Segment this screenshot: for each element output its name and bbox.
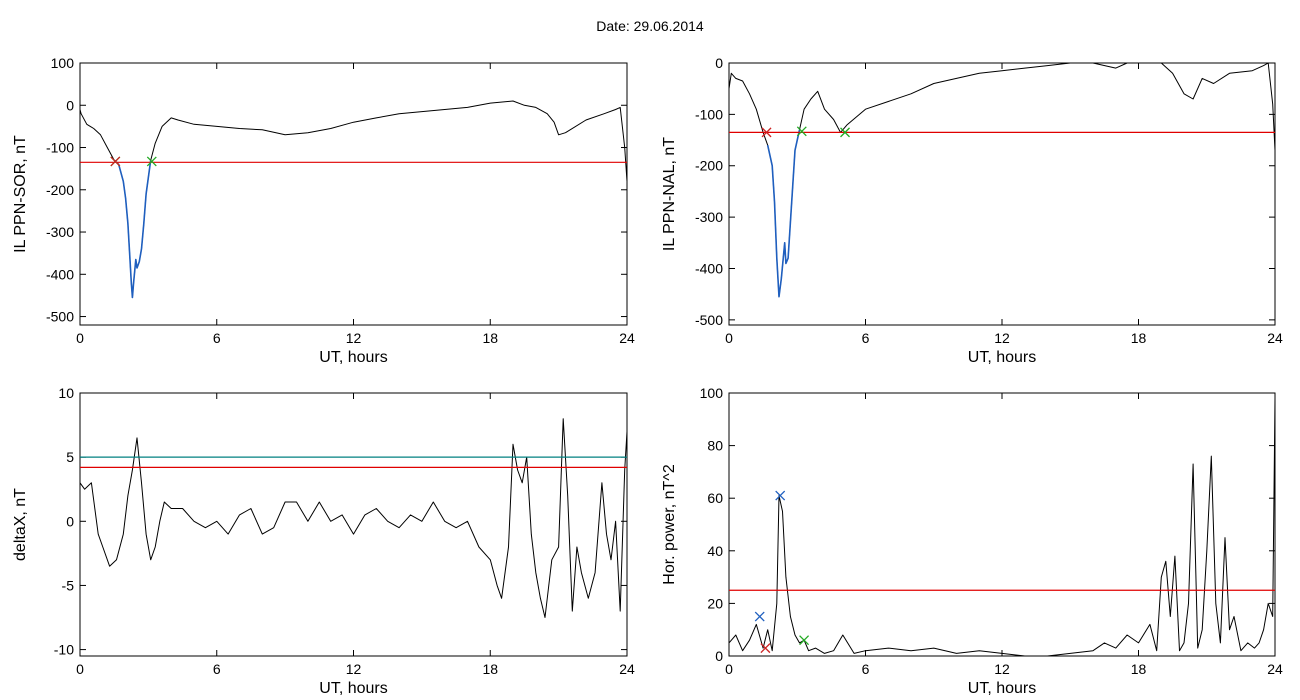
y-tick-label: -10: [54, 642, 74, 658]
x-axis-label: UT, hours: [319, 349, 387, 366]
x-tick-label: 6: [862, 330, 870, 346]
x-tick-label: 6: [213, 661, 221, 677]
x-tick-label: 18: [482, 330, 498, 346]
y-tick-label: -300: [46, 224, 74, 240]
x-tick-label: 18: [482, 661, 498, 677]
y-tick-label: 0: [66, 97, 74, 113]
y-tick-label: -400: [46, 266, 74, 282]
y-tick-label: 0: [715, 55, 723, 71]
trace-series-line: [79, 100, 628, 298]
x-tick-label: 0: [76, 661, 84, 677]
y-tick-label: -500: [695, 312, 723, 328]
interval-series-line: [766, 129, 801, 298]
x-tick-label: 0: [725, 330, 733, 346]
y-tick-label: 20: [707, 595, 723, 611]
x-tick-label: 6: [862, 661, 870, 677]
marker-red-x: [760, 643, 771, 654]
marker-green-x: [146, 156, 157, 167]
x-tick-label: 24: [619, 661, 635, 677]
x-tick-label: 24: [1267, 661, 1283, 677]
x-tick-label: 12: [994, 330, 1010, 346]
y-tick-label: 40: [707, 543, 723, 559]
x-tick-label: 12: [994, 661, 1010, 677]
y-tick-label: 100: [700, 385, 724, 401]
y-tick-label: 0: [715, 648, 723, 664]
x-tick-label: 0: [76, 330, 84, 346]
trace-series-line: [728, 62, 1276, 298]
x-axis-label: UT, hours: [968, 349, 1036, 366]
panel-deltax: 0 6 12 18 24 10 5 0 -5 -10 UT, hours deltaX, nT: [12, 385, 635, 697]
y-tick-label: -300: [695, 209, 723, 225]
y-axis-label: Hor. power, nT^2: [661, 464, 678, 585]
marker-red-x: [761, 127, 772, 138]
marker-green-x: [840, 127, 850, 138]
y-tick-label: 60: [707, 490, 723, 506]
y-tick-label: -100: [695, 106, 723, 122]
x-tick-label: 12: [346, 330, 362, 346]
x-tick-label: 24: [619, 330, 635, 346]
x-tick-label: 0: [725, 661, 733, 677]
y-axis-label: deltaX, nT: [12, 488, 29, 561]
y-tick-label: 10: [58, 385, 74, 401]
marker-green-x: [796, 126, 807, 137]
panel-hor-power: 0 6 12 18 24 100 80 60 40 20 0 UT, hours Hor. power,…: [661, 385, 1283, 697]
plot-frame: [728, 392, 1276, 657]
x-tick-label: 18: [1131, 330, 1147, 346]
marker-blue-x: [775, 490, 786, 501]
marker-red-x: [110, 156, 121, 167]
y-tick-label: -200: [46, 182, 74, 198]
x-axis-label: UT, hours: [968, 680, 1036, 697]
trace-series-line: [79, 418, 628, 618]
y-tick-label: 100: [51, 55, 75, 71]
y-tick-label: -200: [695, 158, 723, 174]
marker-green-x: [799, 635, 810, 646]
plot-frame: [79, 62, 628, 326]
y-tick-label: 5: [66, 449, 74, 465]
y-axis-label: IL PPN-SOR, nT: [12, 135, 29, 253]
panel-il-nal: 0 6 12 18 24 0 -100 -200 -300 -400 -500 UT, hours IL…: [661, 55, 1283, 366]
y-tick-label: -5: [62, 577, 75, 593]
trace-series-line: [728, 398, 1276, 657]
plot-frame: [728, 62, 1276, 326]
y-tick-label: -500: [46, 309, 74, 325]
y-tick-label: 0: [66, 513, 74, 529]
figure-title: Date: 29.06.2014: [596, 18, 704, 34]
y-axis-label: IL PPN-NAL, nT: [661, 137, 678, 251]
x-tick-label: 12: [346, 661, 362, 677]
x-axis-label: UT, hours: [319, 680, 387, 697]
y-tick-label: -400: [695, 260, 723, 276]
marker-blue-x: [754, 611, 765, 622]
interval-series-line: [113, 159, 152, 299]
x-tick-label: 6: [213, 330, 221, 346]
y-tick-label: 80: [707, 438, 723, 454]
panel-il-sor: 0 6 12 18 24 100 0 -100 -200 -300 -400 -500 UT, hour…: [12, 55, 635, 366]
x-tick-label: 24: [1267, 330, 1283, 346]
y-tick-label: -100: [46, 140, 74, 156]
x-tick-label: 18: [1131, 661, 1147, 677]
